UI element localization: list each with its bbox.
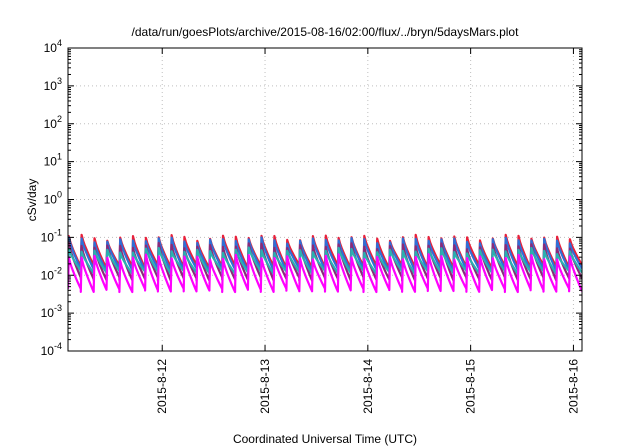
x-tick-label: 2015-8-14 [361,359,375,414]
x-tick-label: 2015-8-16 [566,359,580,414]
x-tick-label: 2015-8-15 [464,359,478,414]
x-axis-ticks: 2015-8-12 2015-8-13 2015-8-14 2015-8-15 2015… [155,48,580,414]
series-line-5 [68,253,582,294]
y-tick-label: 100 [44,190,62,207]
y-axis-label: cSv/day [25,179,39,222]
y-tick-label: 10-4 [41,341,62,358]
y-tick-label: 10-3 [41,303,62,320]
y-tick-label: 10-2 [41,265,62,282]
grid [68,48,582,351]
y-tick-label: 104 [44,38,62,55]
y-tick-label: 102 [44,114,62,131]
chart-title: /data/run/goesPlots/archive/2015-08-16/0… [132,25,520,39]
y-tick-label: 10-1 [41,227,62,244]
x-tick-label: 2015-8-13 [258,359,272,414]
series-lines [68,233,582,294]
x-axis-label: Coordinated Universal Time (UTC) [233,432,417,446]
x-tick-label: 2015-8-12 [155,359,169,414]
y-tick-label: 101 [44,152,62,169]
y-axis-ticks: 104 103 102 101 100 10-1 10-2 10-3 10-4 [41,38,582,358]
y-tick-label: 103 [44,76,62,93]
